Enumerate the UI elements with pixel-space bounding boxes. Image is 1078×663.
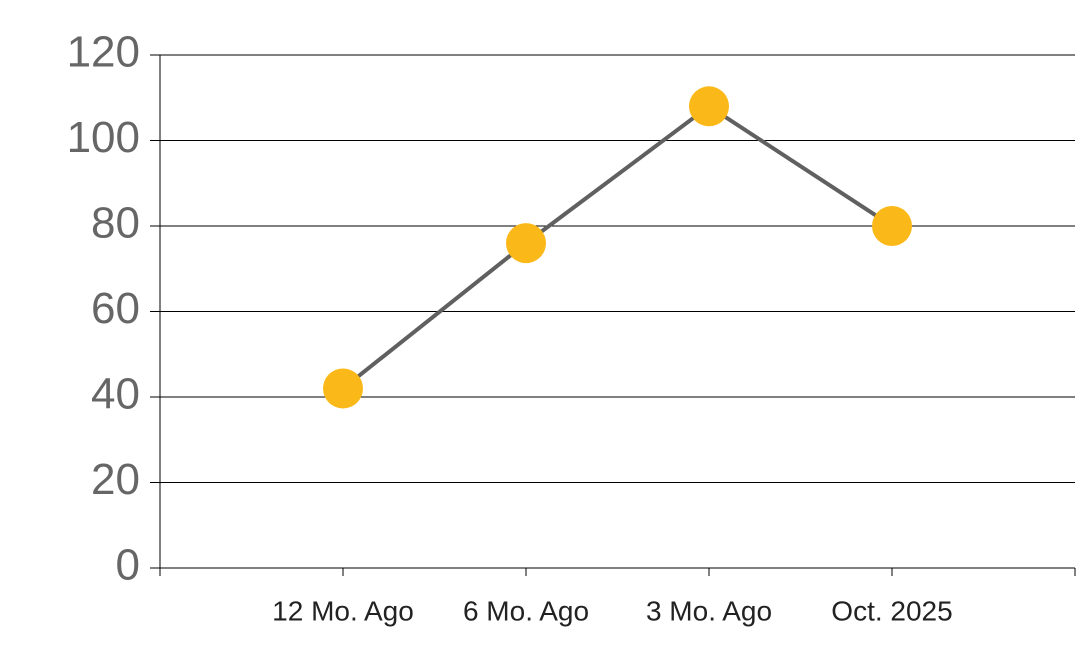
x-tick-label: Oct. 2025 [831, 595, 952, 626]
y-tick-label: 20 [91, 455, 140, 504]
y-tick-label: 120 [67, 28, 140, 77]
y-tick-label: 60 [91, 284, 140, 333]
line [341, 103, 894, 391]
y-tick-label: 0 [116, 541, 140, 590]
x-tick-label: 6 Mo. Ago [463, 595, 589, 626]
point [323, 368, 363, 409]
x-tick-label: 12 Mo. Ago [272, 595, 414, 626]
y-tick-label: 40 [91, 370, 140, 419]
y-tick-label: 100 [67, 113, 140, 162]
point [506, 223, 546, 264]
point [689, 86, 729, 127]
point [872, 206, 912, 246]
x-tick-label: 3 Mo. Ago [646, 595, 772, 626]
y-tick-label: 80 [91, 199, 140, 248]
